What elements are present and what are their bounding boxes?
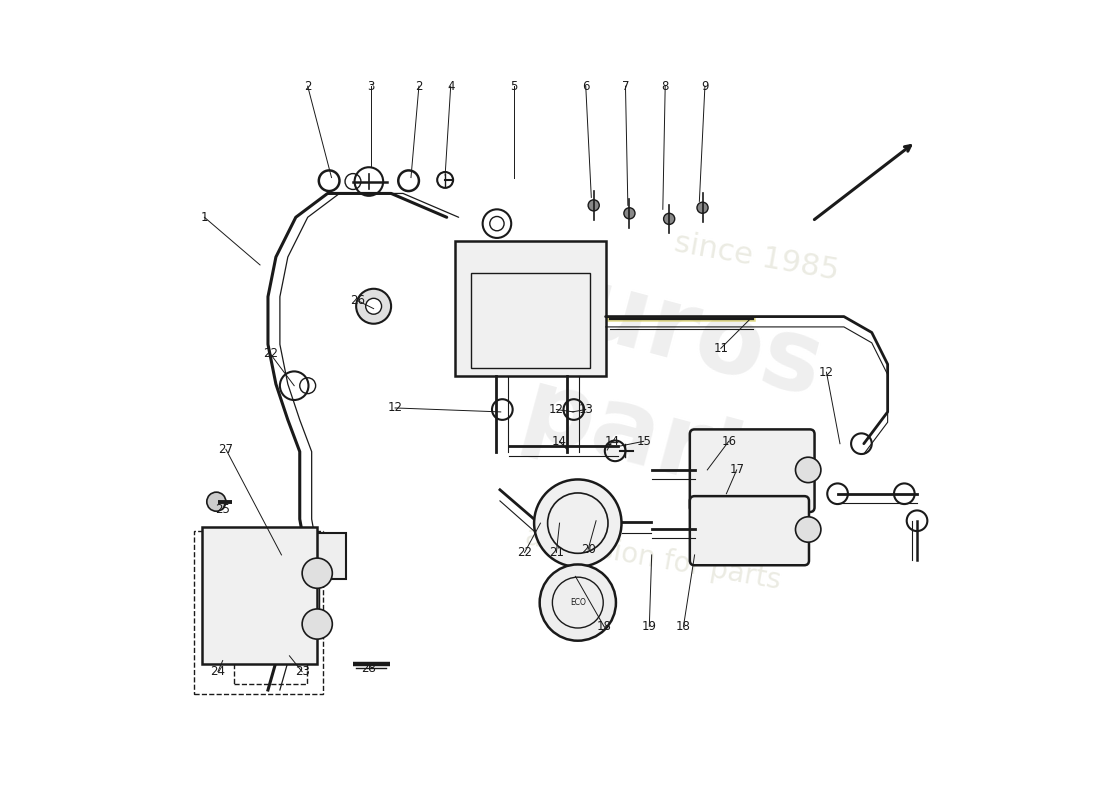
Text: 25: 25 <box>216 503 230 516</box>
Text: 7: 7 <box>621 80 629 93</box>
Circle shape <box>795 517 821 542</box>
Bar <box>454 241 606 376</box>
Text: 24: 24 <box>210 666 225 678</box>
Text: 8: 8 <box>661 80 669 93</box>
Text: 4: 4 <box>447 80 454 93</box>
Text: ECO: ECO <box>570 598 585 607</box>
Bar <box>471 273 590 368</box>
Bar <box>234 538 307 685</box>
Text: 14: 14 <box>605 435 619 448</box>
Bar <box>202 527 317 664</box>
Text: 5: 5 <box>510 80 518 93</box>
Text: 17: 17 <box>729 463 745 477</box>
Text: 20: 20 <box>581 543 595 556</box>
Text: 14: 14 <box>552 435 567 448</box>
Text: 9: 9 <box>701 80 708 93</box>
FancyBboxPatch shape <box>690 430 814 512</box>
Text: 28: 28 <box>362 662 376 675</box>
Text: 12: 12 <box>549 403 564 416</box>
Bar <box>194 531 322 694</box>
Text: 22: 22 <box>517 546 532 559</box>
Text: 12: 12 <box>387 402 403 414</box>
Circle shape <box>535 479 622 567</box>
Text: since 1985: since 1985 <box>672 228 842 286</box>
Text: euros
part: euros part <box>473 242 833 526</box>
FancyBboxPatch shape <box>690 496 808 566</box>
Circle shape <box>302 609 332 639</box>
Circle shape <box>540 565 616 641</box>
Text: 6: 6 <box>582 80 590 93</box>
Text: 2: 2 <box>304 80 311 93</box>
Text: 18: 18 <box>676 620 691 633</box>
Text: a passion for parts: a passion for parts <box>524 522 783 595</box>
Circle shape <box>795 457 821 482</box>
Bar <box>278 533 345 578</box>
Text: 18: 18 <box>596 620 612 633</box>
Text: 19: 19 <box>641 620 657 633</box>
Text: 16: 16 <box>722 435 736 448</box>
Text: 2: 2 <box>415 80 422 93</box>
Circle shape <box>663 214 674 225</box>
Circle shape <box>356 289 392 324</box>
Text: 23: 23 <box>295 666 309 678</box>
Circle shape <box>519 265 548 294</box>
Text: 13: 13 <box>579 403 593 416</box>
Text: 1: 1 <box>200 210 208 224</box>
Circle shape <box>624 208 635 219</box>
Text: 11: 11 <box>713 342 728 355</box>
Circle shape <box>207 492 226 511</box>
Circle shape <box>588 200 600 211</box>
Circle shape <box>302 558 332 588</box>
Text: 26: 26 <box>350 294 365 307</box>
Text: 21: 21 <box>549 546 564 559</box>
Circle shape <box>697 202 708 214</box>
Text: 27: 27 <box>219 442 233 456</box>
Circle shape <box>365 298 382 314</box>
Text: 22: 22 <box>263 347 278 361</box>
Text: 12: 12 <box>820 366 834 378</box>
Text: 15: 15 <box>636 435 651 448</box>
Circle shape <box>510 257 556 301</box>
Text: 3: 3 <box>367 80 375 93</box>
